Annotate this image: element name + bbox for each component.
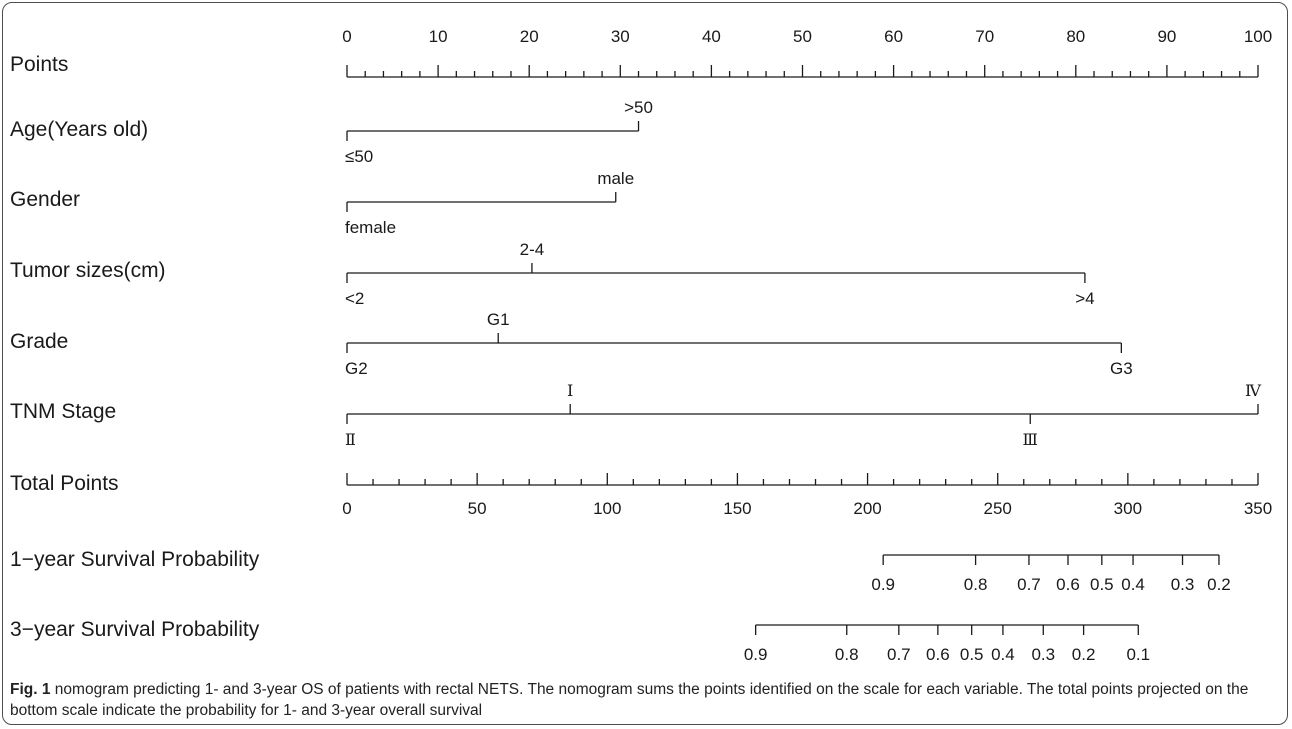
total-points-tick-label: 0 [342, 499, 351, 518]
total-points-tick-label: 100 [593, 499, 621, 518]
level-label: G1 [487, 310, 510, 329]
nomogram-chart: Points 0 10 20 30 40 50 60 70 80 90 100 Age(Years ol… [10, 27, 1272, 664]
level-label: male [597, 169, 634, 188]
points-tick-label: 30 [611, 27, 630, 46]
variable-label: Tumor sizes(cm) [10, 259, 166, 282]
level-label: ≤50 [345, 147, 373, 166]
points-tick-label: 100 [1244, 27, 1272, 46]
variable-label: Gender [10, 188, 80, 211]
total-points-tick-label: 300 [1114, 499, 1142, 518]
level-label: G3 [1110, 359, 1133, 378]
points-tick-label: 0 [342, 27, 351, 46]
level-label: >4 [1075, 289, 1094, 308]
probability-tick-label: 0.9 [744, 645, 768, 664]
level-label: >50 [624, 98, 653, 117]
probability-tick-label: 0.2 [1207, 575, 1231, 594]
points-tick-label: 60 [884, 27, 903, 46]
variable-label: TNM Stage [10, 400, 116, 423]
probability-scale-label: 3−year Survival Probability [10, 618, 260, 641]
probability-tick-label: 0.7 [887, 645, 911, 664]
points-tick-label: 20 [520, 27, 539, 46]
probability-tick-label: 0.5 [1090, 575, 1114, 594]
level-label: Ⅰ [567, 381, 573, 400]
points-tick-label: 80 [1066, 27, 1085, 46]
caption-label: Fig. 1 [10, 681, 51, 698]
probability-tick-label: 0.9 [871, 575, 895, 594]
level-label: female [345, 218, 396, 237]
caption-text: nomogram predicting 1- and 3-year OS of … [10, 681, 1249, 719]
total-points-tick-label: 150 [723, 499, 751, 518]
probability-tick-label: 0.1 [1126, 645, 1150, 664]
total-points-tick-label: 350 [1244, 499, 1272, 518]
probability-tick-label: 0.8 [964, 575, 988, 594]
total-points-tick-label: 200 [853, 499, 881, 518]
probability-tick-label: 0.6 [926, 645, 950, 664]
probability-tick-label: 0.2 [1072, 645, 1096, 664]
level-label: G2 [345, 359, 368, 378]
points-tick-label: 10 [429, 27, 448, 46]
figure-caption: Fig. 1 nomogram predicting 1- and 3-year… [10, 679, 1280, 721]
probability-tick-label: 0.4 [991, 645, 1015, 664]
probability-tick-label: 0.3 [1031, 645, 1055, 664]
level-label: 2-4 [520, 240, 545, 259]
points-tick-label: 70 [975, 27, 994, 46]
level-label: Ⅲ [1023, 430, 1038, 449]
probability-tick-label: 0.5 [960, 645, 984, 664]
total-points-tick-label: 50 [468, 499, 487, 518]
probability-tick-label: 0.4 [1121, 575, 1145, 594]
level-label: Ⅱ [345, 430, 356, 449]
probability-tick-label: 0.6 [1056, 575, 1080, 594]
points-tick-label: 40 [702, 27, 721, 46]
total-points-tick-label: 250 [984, 499, 1012, 518]
points-tick-label: 90 [1157, 27, 1176, 46]
points-tick-label: 50 [793, 27, 812, 46]
level-label: <2 [345, 289, 364, 308]
probability-scale-label: 1−year Survival Probability [10, 548, 260, 571]
probability-tick-label: 0.3 [1171, 575, 1195, 594]
points-scale-label: Points [10, 53, 68, 76]
probability-tick-label: 0.7 [1017, 575, 1041, 594]
variable-label: Grade [10, 330, 68, 353]
level-label: Ⅳ [1245, 381, 1262, 400]
variable-label: Age(Years old) [10, 118, 148, 141]
total-points-label: Total Points [10, 472, 119, 495]
probability-tick-label: 0.8 [835, 645, 859, 664]
